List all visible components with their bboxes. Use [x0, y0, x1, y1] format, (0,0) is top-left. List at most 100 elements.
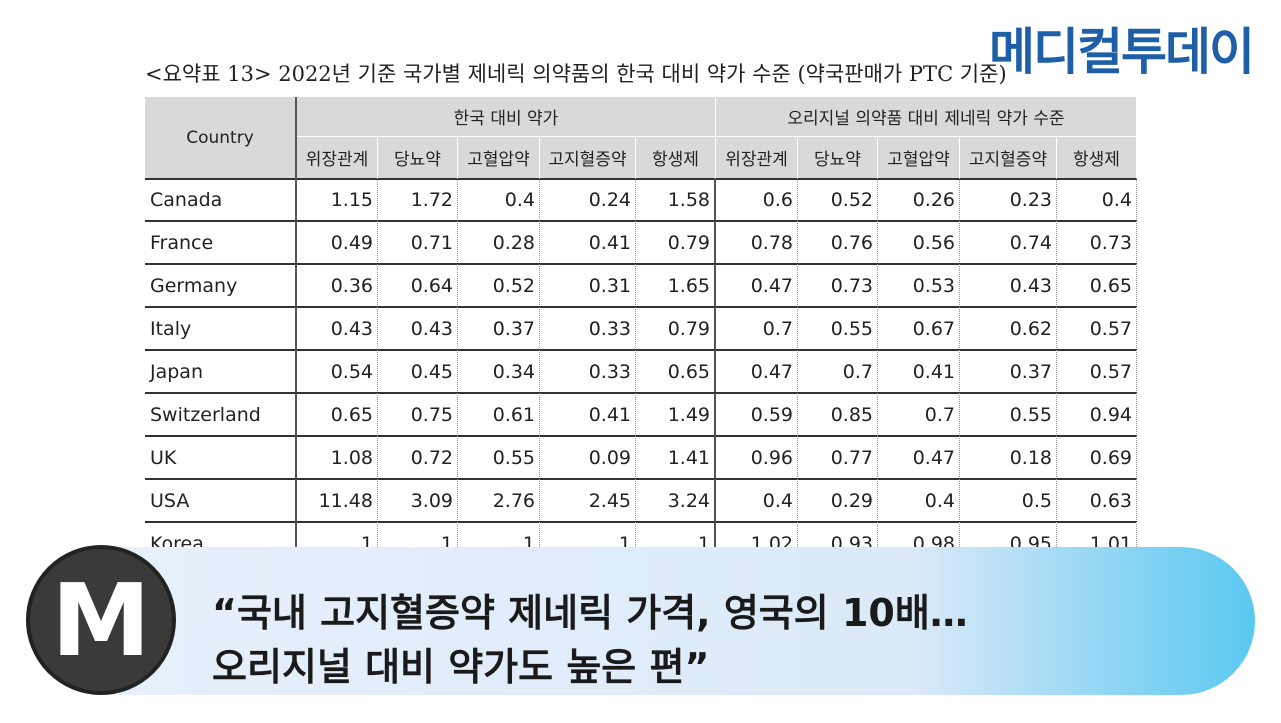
price-value: 0.64	[378, 264, 458, 307]
price-value: 1.15	[297, 178, 378, 221]
price-value: 0.52	[458, 264, 540, 307]
price-value: 0.47	[716, 264, 798, 307]
price-value: 1.72	[378, 178, 458, 221]
price-value: 1.58	[636, 178, 716, 221]
country-name: Germany	[145, 264, 297, 307]
table-caption: <요약표 13> 2022년 기준 국가별 제네릭 의약품의 한국 대비 약가 …	[145, 62, 1007, 86]
price-value: 0.34	[458, 350, 540, 393]
price-value: 11.48	[297, 479, 378, 522]
price-value: 0.65	[636, 350, 716, 393]
price-value: 2.76	[458, 479, 540, 522]
price-value: 0.96	[716, 436, 798, 479]
price-value: 0.61	[458, 393, 540, 436]
column-header: 고혈압약	[878, 137, 960, 178]
price-value: 0.54	[297, 350, 378, 393]
price-value: 0.49	[297, 221, 378, 264]
price-value: 0.4	[1057, 178, 1137, 221]
price-value: 0.85	[798, 393, 878, 436]
price-value: 0.94	[1057, 393, 1137, 436]
country-name: Japan	[145, 350, 297, 393]
column-header: 당뇨약	[798, 137, 878, 178]
row-divider	[145, 392, 1137, 394]
price-value: 0.41	[540, 221, 636, 264]
country-name: UK	[145, 436, 297, 479]
column-header: 위장관계	[716, 137, 798, 178]
price-value: 0.59	[716, 393, 798, 436]
price-value: 0.23	[960, 178, 1057, 221]
group-header: 한국 대비 약가	[297, 97, 716, 137]
price-value: 1.49	[636, 393, 716, 436]
price-table: Country 한국 대비 약가 오리지널 의약품 대비 제네릭 약가 수준 위장관계…	[145, 97, 1137, 555]
price-value: 0.28	[458, 221, 540, 264]
price-value: 0.7	[878, 393, 960, 436]
header-cell: Country	[145, 97, 297, 178]
row-divider	[145, 435, 1137, 437]
price-value: 0.18	[960, 436, 1057, 479]
price-value: 0.79	[636, 307, 716, 350]
price-value: 0.62	[960, 307, 1057, 350]
row-divider	[145, 263, 1137, 265]
price-value: 0.65	[1057, 264, 1137, 307]
price-value: 0.09	[540, 436, 636, 479]
price-value: 0.71	[378, 221, 458, 264]
subtitle-line: “국내 고지혈증약 제네릭 가격, 영국의 10배…	[212, 591, 968, 635]
group-header: 오리지널 의약품 대비 제네릭 약가 수준	[716, 97, 1137, 137]
country-name: Canada	[145, 178, 297, 221]
price-value: 0.67	[878, 307, 960, 350]
column-header: 항생제	[636, 137, 716, 178]
price-value: 0.75	[378, 393, 458, 436]
price-value: 0.55	[960, 393, 1057, 436]
price-value: 0.53	[878, 264, 960, 307]
column-header: 항생제	[1057, 137, 1137, 178]
price-value: 1.08	[297, 436, 378, 479]
price-value: 0.37	[960, 350, 1057, 393]
price-value: 0.47	[878, 436, 960, 479]
price-value: 0.74	[960, 221, 1057, 264]
price-value: 0.73	[1057, 221, 1137, 264]
row-divider	[145, 306, 1137, 308]
price-value: 0.47	[716, 350, 798, 393]
country-name: Switzerland	[145, 393, 297, 436]
price-value: 0.45	[378, 350, 458, 393]
price-value: 0.57	[1057, 307, 1137, 350]
price-value: 0.7	[716, 307, 798, 350]
price-value: 0.77	[798, 436, 878, 479]
price-value: 0.56	[878, 221, 960, 264]
price-value: 1.41	[636, 436, 716, 479]
price-value: 0.4	[878, 479, 960, 522]
price-value: 0.26	[878, 178, 960, 221]
brand: 메디컬투데이	[989, 23, 1255, 81]
price-value: 0.36	[297, 264, 378, 307]
price-value: 0.4	[458, 178, 540, 221]
row-divider	[145, 220, 1137, 222]
price-value: 0.65	[297, 393, 378, 436]
price-value: 0.5	[960, 479, 1057, 522]
logo-circle: M	[26, 545, 176, 695]
price-value: 3.24	[636, 479, 716, 522]
column-header: 고혈압약	[458, 137, 540, 178]
price-value: 0.52	[798, 178, 878, 221]
price-value: 0.4	[716, 479, 798, 522]
price-value: 0.41	[540, 393, 636, 436]
price-value: 0.72	[378, 436, 458, 479]
price-value: 0.73	[798, 264, 878, 307]
price-value: 0.33	[540, 350, 636, 393]
row-divider	[145, 478, 1137, 480]
price-value: 0.33	[540, 307, 636, 350]
price-value: 1.65	[636, 264, 716, 307]
subtitle-line: 오리지널 대비 약가도 높은 편”	[212, 645, 710, 689]
column-header: 고지혈증약	[540, 137, 636, 178]
price-value: 0.43	[378, 307, 458, 350]
price-value: 0.29	[798, 479, 878, 522]
price-value: 0.7	[798, 350, 878, 393]
column-header: 위장관계	[297, 137, 378, 178]
price-value: 0.57	[1057, 350, 1137, 393]
column-header: 고지혈증약	[960, 137, 1057, 178]
price-value: 0.55	[458, 436, 540, 479]
price-value: 0.63	[1057, 479, 1137, 522]
price-value: 0.76	[798, 221, 878, 264]
country-name: Italy	[145, 307, 297, 350]
price-value: 0.79	[636, 221, 716, 264]
price-value: 0.69	[1057, 436, 1137, 479]
